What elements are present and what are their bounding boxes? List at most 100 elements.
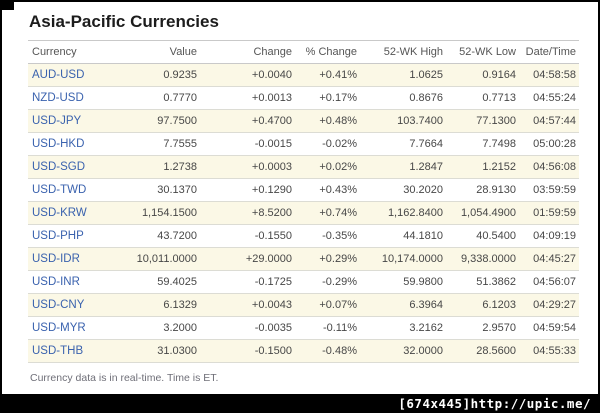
table-row: USD-INR 59.4025 -0.1725 -0.29% 59.9800 51.386… [28,270,579,294]
watermark-bar: [674x445]http://upic.me/ [2,394,598,413]
cell-currency: USD-HKD [28,132,112,156]
table-row: USD-PHP 43.7200 -0.1550 -0.35% 44.1810 40.540… [28,224,579,248]
cell-currency: USD-SGD [28,155,112,179]
currency-pair-link[interactable]: USD-CNY [32,299,85,311]
cell-wk52_high: 6.3964 [360,293,446,317]
page-title: Asia-Pacific Currencies [29,12,219,31]
cell-pct_change: -0.48% [295,339,360,363]
cell-change: -0.0015 [200,132,295,156]
currency-pair-link[interactable]: USD-PHP [32,230,84,242]
cell-currency: USD-MYR [28,316,112,340]
cell-pct_change: -0.29% [295,270,360,294]
cell-wk52_low: 40.5400 [446,224,519,248]
table-row: USD-JPY 97.7500 +0.4700 +0.48% 103.7400 77.13… [28,109,579,133]
cell-value: 97.7500 [112,109,200,133]
cell-pct_change: +0.48% [295,109,360,133]
cell-wk52_high: 1.2847 [360,155,446,179]
currency-table-header: Currency Value Change% Change 52-WK High 52-… [28,40,579,64]
table-row: USD-CNY 6.1329 +0.0043 +0.07% 6.3964 6.1203 04… [28,293,579,317]
currency-pair-link[interactable]: USD-HKD [32,138,85,150]
column-header-52-wk-low: 52-WK Low [446,40,519,64]
corner-notch [2,2,14,10]
cell-value: 1.2738 [112,155,200,179]
cell-value: 1,154.1500 [112,201,200,225]
cell-datetime: 04:59:54 [519,316,579,340]
cell-datetime: 04:55:24 [519,86,579,110]
cell-change: -0.0035 [200,316,295,340]
cell-wk52_low: 28.5600 [446,339,519,363]
cell-wk52_high: 30.2020 [360,178,446,202]
cell-pct_change: -0.11% [295,316,360,340]
cell-datetime: 04:56:08 [519,155,579,179]
cell-wk52_low: 0.9164 [446,63,519,87]
currency-pair-link[interactable]: USD-KRW [32,207,87,219]
table-row: USD-THB 31.0300 -0.1500 -0.48% 32.0000 28.560… [28,339,579,363]
currency-table-body: AUD-USD 0.9235 +0.0040 +0.41% 1.0625 0.9164 04… [28,63,579,363]
cell-wk52_high: 0.8676 [360,86,446,110]
cell-pct_change: +0.74% [295,201,360,225]
currency-pair-link[interactable]: AUD-USD [32,69,85,81]
watermark-text: [674x445]http://upic.me/ [398,396,591,411]
cell-change: -0.1550 [200,224,295,248]
table-row: USD-KRW 1,154.1500 +8.5200 +0.74% 1,162.8400… [28,201,579,225]
cell-currency: NZD-USD [28,86,112,110]
cell-value: 43.7200 [112,224,200,248]
cell-datetime: 01:59:59 [519,201,579,225]
cell-datetime: 04:45:27 [519,247,579,271]
cell-currency: USD-PHP [28,224,112,248]
cell-wk52_high: 44.1810 [360,224,446,248]
cell-change: +0.4700 [200,109,295,133]
cell-value: 30.1370 [112,178,200,202]
cell-value: 7.7555 [112,132,200,156]
cell-wk52_low: 0.7713 [446,86,519,110]
cell-change: -0.1725 [200,270,295,294]
cell-change: +0.1290 [200,178,295,202]
table-row: USD-SGD 1.2738 +0.0003 +0.02% 1.2847 1.2152 04… [28,155,579,179]
cell-wk52_low: 77.1300 [446,109,519,133]
cell-pct_change: +0.41% [295,63,360,87]
cell-wk52_low: 51.3862 [446,270,519,294]
column-header-date-time: Date/Time [519,40,579,64]
cell-currency: USD-IDR [28,247,112,271]
cell-wk52_high: 7.7664 [360,132,446,156]
cell-currency: USD-CNY [28,293,112,317]
cell-currency: USD-JPY [28,109,112,133]
currency-table: Currency Value Change% Change 52-WK High 52-… [28,40,579,363]
table-row: USD-HKD 7.7555 -0.0015 -0.02% 7.7664 7.7498 05… [28,132,579,156]
cell-pct_change: +0.43% [295,178,360,202]
cell-wk52_high: 32.0000 [360,339,446,363]
table-row: NZD-USD 0.7770 +0.0013 +0.17% 0.8676 0.7713 04… [28,86,579,110]
cell-wk52_low: 6.1203 [446,293,519,317]
cell-change: +0.0013 [200,86,295,110]
cell-datetime: 04:55:33 [519,339,579,363]
column-header-change: Change [200,40,295,64]
currency-pair-link[interactable]: USD-INR [32,276,80,288]
cell-change: +0.0003 [200,155,295,179]
cell-wk52_low: 2.9570 [446,316,519,340]
cell-change: +29.0000 [200,247,295,271]
currency-pair-link[interactable]: USD-JPY [32,115,82,127]
cell-datetime: 04:29:27 [519,293,579,317]
cell-currency: USD-KRW [28,201,112,225]
currency-pair-link[interactable]: USD-MYR [32,322,86,334]
currency-pair-link[interactable]: USD-THB [32,345,84,357]
cell-wk52_low: 28.9130 [446,178,519,202]
table-row: AUD-USD 0.9235 +0.0040 +0.41% 1.0625 0.9164 04… [28,63,579,87]
cell-currency: USD-INR [28,270,112,294]
cell-wk52_high: 59.9800 [360,270,446,294]
cell-wk52_high: 1,162.8400 [360,201,446,225]
cell-datetime: 04:56:07 [519,270,579,294]
cell-wk52_high: 3.2162 [360,316,446,340]
cell-value: 59.4025 [112,270,200,294]
currency-pair-link[interactable]: USD-SGD [32,161,86,173]
table-row: USD-IDR 10,011.0000 +29.0000 +0.29% 10,174.0… [28,247,579,271]
cell-wk52_low: 7.7498 [446,132,519,156]
currency-pair-link[interactable]: USD-IDR [32,253,80,265]
cell-wk52_high: 103.7400 [360,109,446,133]
currency-pair-link[interactable]: NZD-USD [32,92,84,104]
cell-pct_change: -0.35% [295,224,360,248]
realtime-note: Currency data is in real-time. Time is E… [30,372,219,384]
cell-pct_change: +0.29% [295,247,360,271]
currency-pair-link[interactable]: USD-TWD [32,184,87,196]
